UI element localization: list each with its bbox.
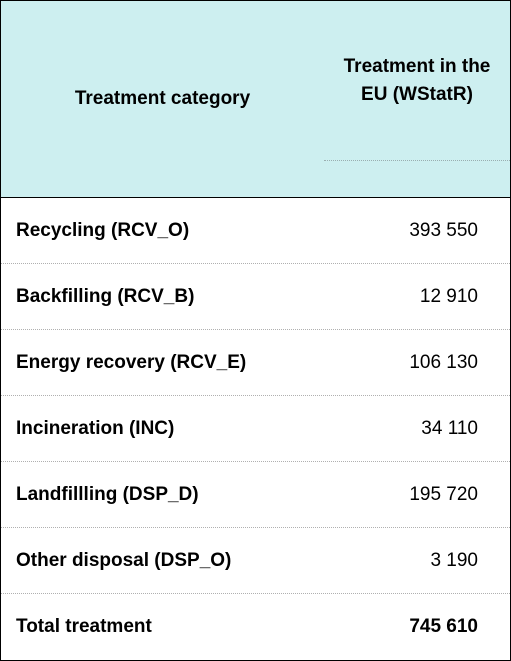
total-category: Total treatment — [16, 616, 152, 637]
table-row: Backfilling (RCV_B) 12 910 — [1, 264, 510, 330]
header-category-label: Treatment category — [74, 88, 251, 109]
row-value: 3 190 — [430, 550, 478, 571]
total-value: 745 610 — [409, 616, 478, 637]
table-header: Treatment category Treatment in the EU (… — [1, 1, 510, 198]
row-value: 195 720 — [409, 484, 478, 505]
table-row: Energy recovery (RCV_E) 106 130 — [1, 330, 510, 396]
header-treatment-category: Treatment category — [1, 1, 324, 197]
row-value: 393 550 — [409, 220, 478, 241]
row-category: Incineration (INC) — [16, 418, 175, 439]
table-row: Other disposal (DSP_O) 3 190 — [1, 528, 510, 594]
row-category: Other disposal (DSP_O) — [16, 550, 232, 571]
row-category: Backfilling (RCV_B) — [16, 286, 195, 307]
header-divider — [324, 160, 510, 161]
row-value: 12 910 — [419, 286, 478, 307]
row-value: 34 110 — [421, 418, 478, 439]
table-row: Landfillling (DSP_D) 195 720 — [1, 462, 510, 528]
table-row-total: Total treatment 745 610 — [1, 594, 510, 660]
header-treatment-eu: Treatment in the EU (WStatR) — [324, 1, 510, 161]
row-category: Recycling (RCV_O) — [16, 220, 190, 241]
row-category: Energy recovery (RCV_E) — [16, 352, 247, 373]
header-value-label: Treatment in the EU (WStatR) — [343, 56, 491, 105]
table-row: Recycling (RCV_O) 393 550 — [1, 198, 510, 264]
table-row: Incineration (INC) 34 110 — [1, 396, 510, 462]
row-value: 106 130 — [409, 352, 478, 373]
row-category: Landfillling (DSP_D) — [16, 484, 199, 505]
